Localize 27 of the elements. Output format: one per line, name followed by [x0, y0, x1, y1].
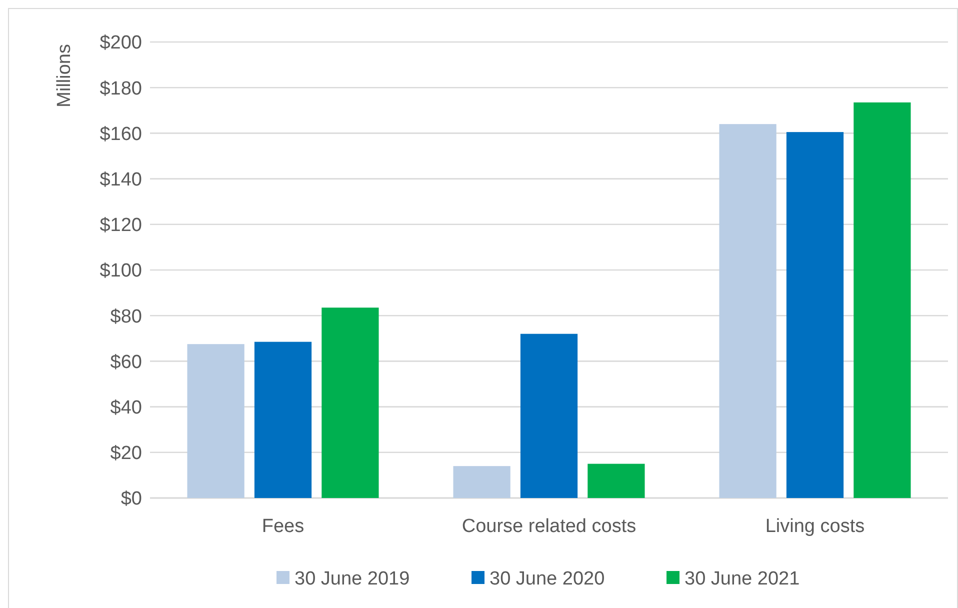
y-axis-title: Millions [54, 44, 75, 108]
y-tick-label: $200 [100, 32, 142, 54]
legend-label: 30 June 2019 [294, 568, 410, 590]
y-tick-label: $180 [100, 78, 142, 100]
x-tick-label: Fees [262, 516, 304, 537]
y-tick-label: $120 [100, 215, 142, 236]
bar [588, 464, 645, 498]
y-tick-label: $160 [100, 124, 142, 145]
y-tick-label: $40 [110, 397, 142, 418]
bar [786, 132, 844, 498]
y-tick-label: $140 [100, 169, 142, 190]
bar [254, 342, 312, 498]
bar [187, 344, 244, 498]
bar [719, 124, 776, 498]
bar [854, 102, 911, 498]
legend-label: 30 June 2020 [490, 568, 605, 590]
y-tick-label: $20 [110, 443, 142, 464]
x-tick-label: Living costs [765, 516, 865, 537]
x-tick-label: Course related costs [462, 516, 636, 537]
y-tick-label: $0 [120, 488, 142, 510]
bar [453, 466, 510, 498]
y-tick-label: $80 [110, 306, 142, 328]
legend-label: 30 June 2021 [684, 568, 800, 590]
y-tick-label: $60 [110, 352, 142, 373]
bar [520, 334, 578, 498]
y-tick-label: $100 [100, 260, 142, 282]
bar [322, 308, 379, 498]
